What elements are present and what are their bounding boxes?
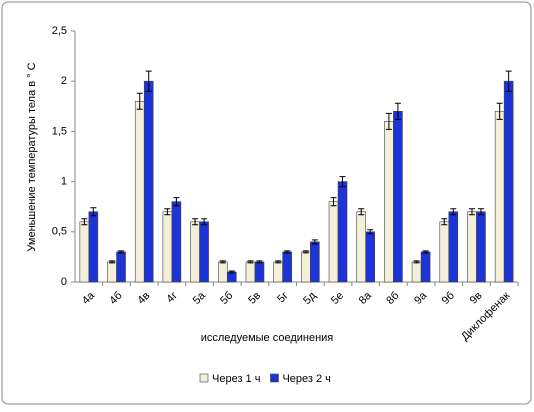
bar (162, 211, 173, 283)
error-bar (219, 260, 226, 264)
error-bar (496, 102, 503, 120)
error-bar (367, 229, 374, 235)
error-bar (330, 197, 337, 207)
error-bar (145, 70, 152, 92)
chart-frame (1, 1, 532, 405)
bar (411, 261, 422, 283)
bar (439, 221, 450, 283)
bar (384, 121, 394, 283)
error-bar (275, 260, 282, 264)
bar (217, 261, 228, 283)
bar (143, 80, 154, 283)
bar (226, 271, 237, 283)
error-bar (164, 208, 171, 216)
legend-label: Через 1 ч (212, 373, 260, 385)
error-bar (136, 92, 143, 110)
bar (79, 221, 90, 283)
bar (199, 221, 209, 283)
y-tick-label: 2,5 (52, 25, 67, 37)
legend-label: Через 2 ч (282, 373, 330, 385)
error-bar (284, 250, 291, 254)
bar (365, 231, 376, 283)
error-bar (118, 250, 125, 254)
error-bar (192, 218, 199, 226)
legend-swatch (199, 373, 209, 383)
error-bar (468, 208, 475, 216)
error-bar (90, 207, 97, 217)
bar (467, 211, 477, 283)
error-bar (385, 112, 392, 130)
bar (301, 251, 311, 283)
error-bar (302, 250, 309, 254)
error-bar (505, 70, 512, 92)
error-bar (81, 218, 88, 226)
error-bar (358, 208, 365, 216)
error-bar (422, 250, 429, 254)
bar (88, 211, 99, 283)
error-bar (256, 260, 263, 264)
bar (254, 261, 265, 283)
bar (190, 221, 200, 283)
y-tick-label: 0 (61, 276, 67, 288)
y-tick-label: 1 (61, 176, 67, 188)
bar (171, 201, 182, 283)
bar (420, 251, 431, 283)
bar (245, 261, 256, 283)
bar (282, 251, 292, 283)
bar (107, 261, 117, 283)
bar (328, 201, 339, 283)
bar (273, 261, 283, 283)
bar (134, 100, 145, 283)
bar (356, 211, 367, 283)
bar (494, 111, 505, 283)
error-bar (413, 260, 420, 264)
error-bar (394, 102, 401, 120)
bar (337, 181, 348, 283)
error-bar (441, 218, 448, 226)
error-bar (109, 260, 116, 264)
bar (310, 241, 320, 283)
y-axis-label: Уменьшение температуры тела в ° С (26, 62, 38, 251)
y-tick-label: 0,5 (52, 226, 67, 238)
bar (393, 111, 403, 283)
bar (116, 251, 126, 283)
y-tick-label: 2 (61, 75, 67, 87)
bar (476, 211, 486, 283)
bar (503, 80, 514, 283)
error-bar (228, 270, 235, 274)
legend-swatch (270, 373, 279, 383)
error-bar (311, 239, 318, 245)
y-tick-label: 1,5 (52, 125, 67, 137)
bar (448, 211, 459, 283)
error-bar (247, 260, 254, 264)
error-bar (450, 208, 457, 216)
error-bar (201, 218, 208, 226)
error-bar (173, 197, 180, 207)
error-bar (339, 176, 346, 188)
x-axis-label: исследуемые соединения (201, 332, 334, 344)
error-bar (477, 208, 484, 216)
